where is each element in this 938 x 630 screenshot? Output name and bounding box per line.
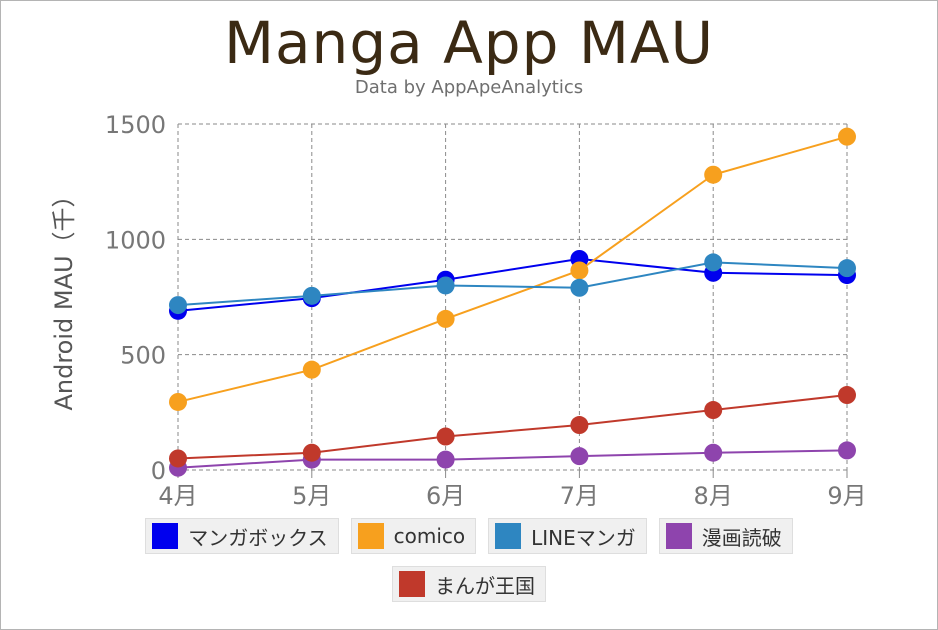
legend-item[interactable]: まんが王国 (392, 566, 546, 602)
series-line (177, 261, 848, 307)
legend-label: まんが王国 (435, 573, 535, 598)
legend-item[interactable]: 漫画読破 (658, 518, 793, 554)
legend-item[interactable]: comico (350, 518, 477, 554)
legend: マンガボックス comico LINEマンガ 漫画読破まんが王国 (0, 518, 938, 614)
data-point[interactable] (704, 253, 723, 272)
chart-title: Manga App MAU (223, 9, 715, 77)
x-tick-label: 6月 (426, 482, 465, 510)
series-line (177, 449, 848, 469)
data-point[interactable] (570, 261, 589, 280)
data-point[interactable] (436, 276, 455, 295)
series-line (177, 394, 848, 460)
data-point[interactable] (838, 441, 856, 460)
legend-label: 漫画読破 (701, 525, 782, 550)
legend-swatch (665, 523, 692, 549)
legend-label: LINEマンガ (531, 525, 636, 550)
data-point[interactable] (302, 286, 321, 305)
data-point[interactable] (302, 360, 321, 379)
series-line (177, 257, 848, 312)
data-point[interactable] (704, 165, 723, 184)
legend-swatch (357, 523, 384, 549)
y-tick-label: 0 (151, 457, 166, 485)
data-point[interactable] (838, 386, 856, 405)
data-point[interactable] (570, 447, 589, 466)
legend-item[interactable]: LINEマンガ (488, 518, 647, 554)
legend-label: マンガボックス (188, 525, 328, 550)
data-point[interactable] (169, 449, 187, 468)
data-point[interactable] (570, 416, 589, 435)
data-point[interactable] (436, 450, 455, 469)
legend-row: まんが王国 (0, 566, 938, 614)
data-point[interactable] (838, 127, 856, 146)
y-axis-label: Android MAU（千） (50, 183, 78, 410)
legend-item[interactable]: マンガボックス (145, 518, 339, 554)
x-tick-label: 7月 (560, 482, 599, 510)
data-point[interactable] (704, 443, 723, 462)
data-point[interactable] (838, 259, 856, 278)
legend-label: comico (393, 524, 466, 548)
x-tick-label: 8月 (694, 482, 733, 510)
x-tick-label: 9月 (827, 482, 866, 510)
y-tick-label: 1500 (105, 111, 166, 139)
y-tick-label: 1000 (105, 226, 166, 254)
legend-row: マンガボックス comico LINEマンガ 漫画読破 (0, 518, 938, 566)
x-tick-label: 5月 (292, 482, 331, 510)
legend-swatch (399, 571, 425, 597)
data-point[interactable] (570, 278, 589, 297)
legend-swatch (152, 523, 179, 549)
y-tick-label: 500 (120, 342, 166, 370)
data-point[interactable] (704, 401, 723, 420)
x-tick-label: 4月 (158, 482, 197, 510)
data-point[interactable] (169, 296, 187, 315)
data-point[interactable] (436, 427, 455, 446)
data-point[interactable] (169, 392, 187, 411)
axes: 0 500 1000 1500 4月 5月 6月 7月 8月 9月 (105, 111, 867, 510)
data-point[interactable] (436, 309, 455, 328)
legend-swatch (495, 523, 522, 549)
chart-subtitle: Data by AppApeAnalytics (354, 77, 584, 98)
series-line (177, 135, 848, 403)
data-point[interactable] (302, 443, 321, 462)
series-lines (169, 127, 856, 477)
grid (177, 123, 848, 471)
